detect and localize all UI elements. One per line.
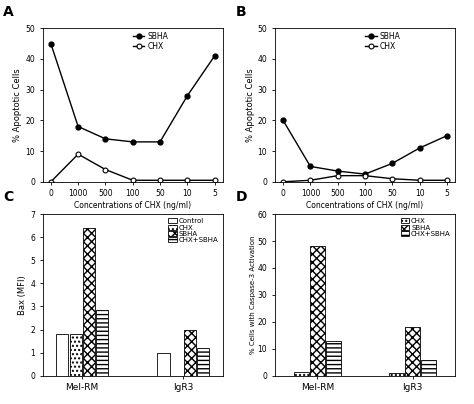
- Y-axis label: % Apoptotic Cells: % Apoptotic Cells: [13, 68, 22, 142]
- Bar: [96, 310, 108, 376]
- Bar: [421, 360, 436, 376]
- Y-axis label: % Cells with Caspase-3 Activation: % Cells with Caspase-3 Activation: [250, 236, 256, 354]
- Bar: [405, 327, 420, 376]
- Bar: [294, 372, 309, 376]
- Legend: SBHA, CHX: SBHA, CHX: [133, 32, 168, 51]
- Bar: [157, 353, 170, 376]
- Bar: [197, 348, 209, 376]
- Text: C: C: [3, 190, 13, 204]
- X-axis label: Concentrations of CHX (ng/ml): Concentrations of CHX (ng/ml): [306, 201, 424, 210]
- X-axis label: Concentrations of CHX (ng/ml): Concentrations of CHX (ng/ml): [74, 201, 191, 210]
- Y-axis label: % Apoptotic Cells: % Apoptotic Cells: [246, 68, 255, 142]
- Bar: [389, 373, 404, 376]
- Text: D: D: [235, 190, 247, 204]
- Legend: CHX, SBHA, CHX+SBHA: CHX, SBHA, CHX+SBHA: [400, 218, 452, 238]
- Text: A: A: [3, 5, 14, 19]
- Bar: [326, 341, 341, 376]
- Y-axis label: Bax (MFI): Bax (MFI): [18, 275, 27, 315]
- Bar: [83, 228, 95, 376]
- Bar: [310, 246, 325, 376]
- Text: B: B: [235, 5, 246, 19]
- Legend: SBHA, CHX: SBHA, CHX: [365, 32, 401, 51]
- Bar: [56, 334, 68, 376]
- Legend: Control, CHX, SBHA, CHX+SBHA: Control, CHX, SBHA, CHX+SBHA: [168, 218, 219, 244]
- Bar: [184, 330, 196, 376]
- Bar: [70, 334, 82, 376]
